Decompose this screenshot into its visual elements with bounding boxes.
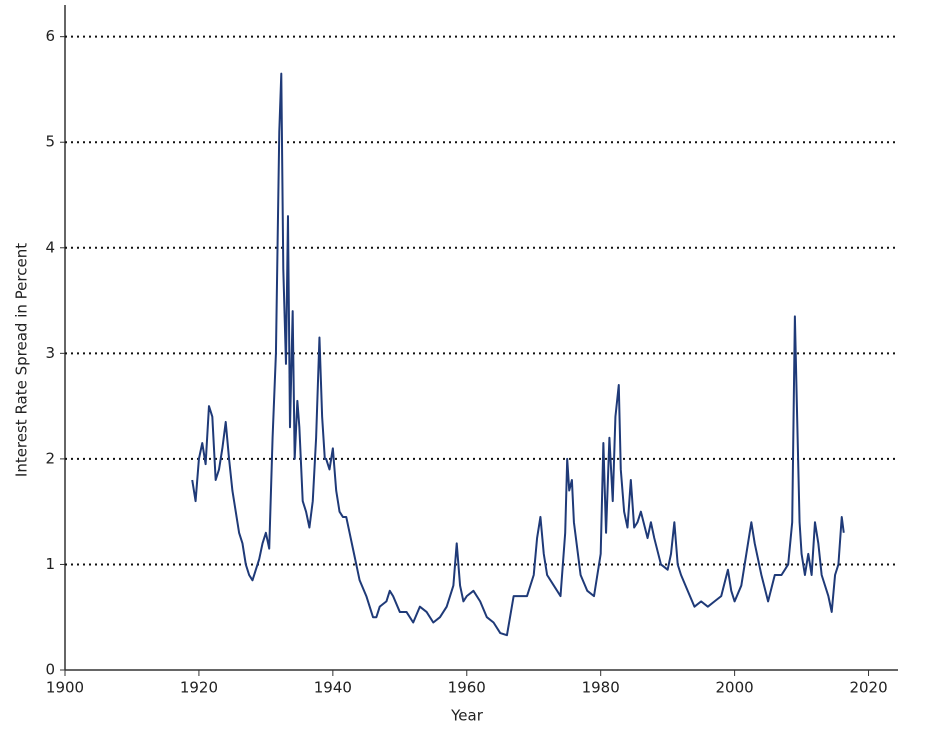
y-axis-label: Interest Rate Spread in Percent: [13, 243, 31, 477]
y-tick-label: 1: [45, 555, 55, 573]
x-tick-label: 1940: [314, 679, 352, 697]
x-tick-label: 2020: [849, 679, 887, 697]
y-tick-label: 0: [45, 661, 55, 679]
data-line: [191, 72, 845, 637]
x-tick-label: 1960: [448, 679, 486, 697]
y-tick-label: 4: [45, 238, 55, 256]
x-tick-label: 1980: [582, 679, 620, 697]
y-tick-label: 5: [45, 133, 55, 151]
x-tick-label: 2000: [716, 679, 754, 697]
x-axis-label: Year: [450, 707, 484, 725]
x-tick-label: 1900: [46, 679, 84, 697]
y-tick-label: 3: [45, 344, 55, 362]
y-tick-label: 6: [45, 27, 55, 45]
y-tick-label: 2: [45, 449, 55, 467]
x-tick-label: 1920: [180, 679, 218, 697]
